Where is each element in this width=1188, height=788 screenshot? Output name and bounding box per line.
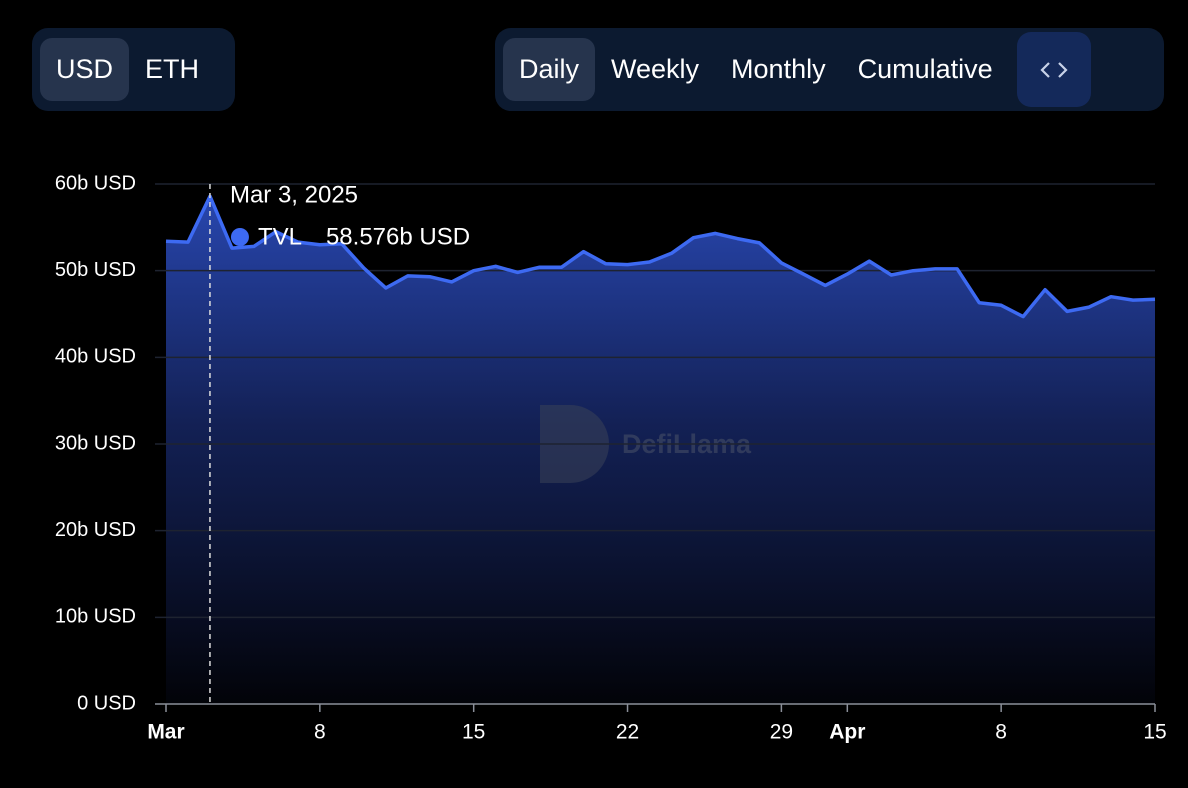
x-tick-label: 15 xyxy=(462,721,485,744)
toggle-button[interactable]: Monthly xyxy=(731,54,826,84)
tooltip-dot xyxy=(230,228,249,246)
x-tick-label: 22 xyxy=(616,721,639,744)
toggle-button[interactable]: Daily xyxy=(503,38,596,101)
period-toggle: Daily Weekly Monthly Cumulative xyxy=(495,28,1164,111)
x-tick-label: 8 xyxy=(995,721,1007,744)
y-tick-label: 0 USD xyxy=(77,692,136,714)
currency-toggle: USD ETH xyxy=(32,28,235,111)
line xyxy=(165,194,1156,319)
x-tick-label: Mar xyxy=(147,721,184,744)
y-tick-label: 20b USD xyxy=(55,519,136,541)
toggle-button[interactable]: ETH xyxy=(145,54,200,84)
x-tick-label: 15 xyxy=(1143,721,1166,744)
y-tick-label: 60b USD xyxy=(55,172,136,194)
toggle-button[interactable]: Weekly xyxy=(611,54,700,84)
tooltip-value: 58.576b USD xyxy=(326,223,470,250)
x-tick-label: Apr xyxy=(829,721,865,744)
embed-icon xyxy=(1040,61,1068,78)
x-tick-label: 29 xyxy=(770,721,793,744)
toggle-button[interactable]: Cumulative xyxy=(857,54,993,84)
x-tick-label: 8 xyxy=(314,721,326,744)
y-tick-label: 10b USD xyxy=(55,606,136,628)
y-tick-label: 50b USD xyxy=(55,259,136,281)
tooltip-title: Mar 3, 2025 xyxy=(230,181,358,208)
embed-button[interactable] xyxy=(1016,32,1091,107)
y-tick-label: 40b USD xyxy=(55,346,136,368)
area xyxy=(166,196,1155,705)
toggle-button[interactable]: USD xyxy=(40,38,130,101)
y-tick-label: 30b USD xyxy=(55,432,136,454)
tooltip-series: TVL xyxy=(258,223,302,250)
